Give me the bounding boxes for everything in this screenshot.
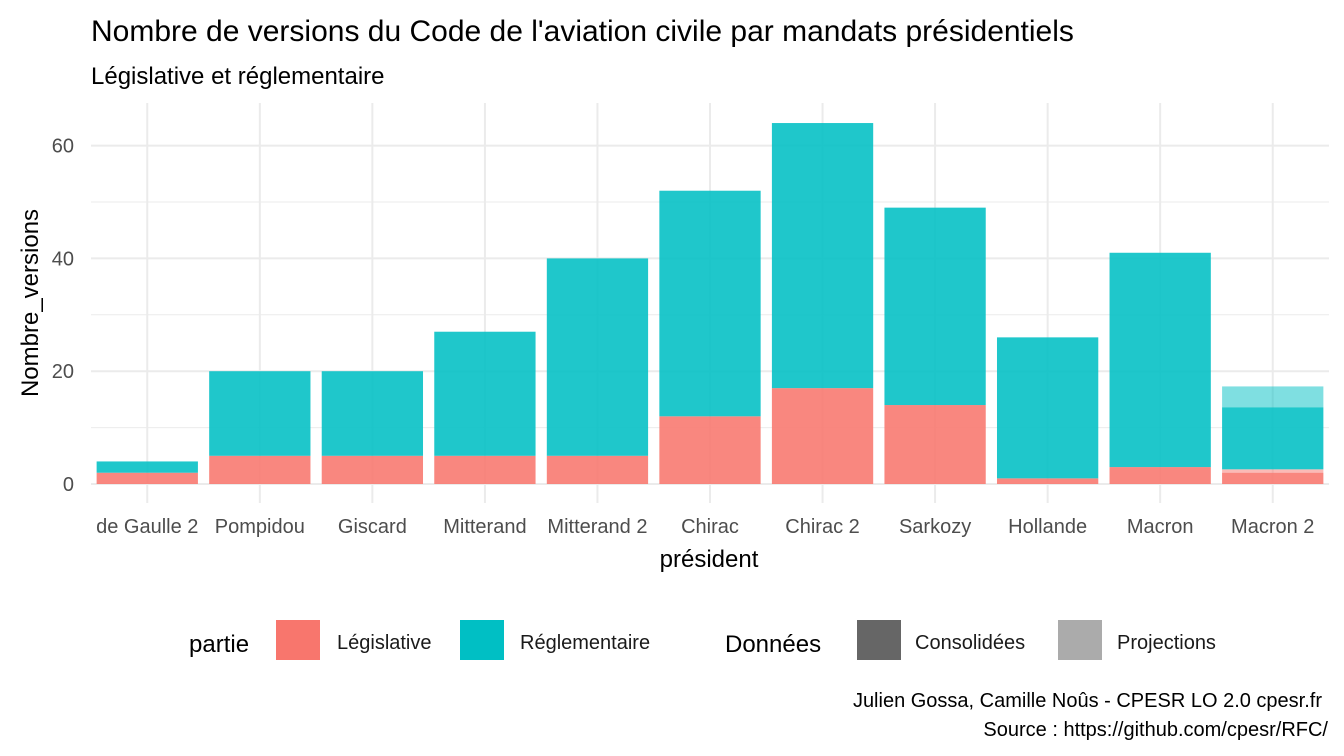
y-tick-label: 0 [63, 474, 74, 496]
caption-line-2: Source : https://github.com/cpesr/RFC/ [983, 719, 1328, 741]
x-tick-label: Pompidou [215, 516, 305, 538]
x-tick-label: Macron 2 [1231, 516, 1314, 538]
bar-reglementaire-consolidated [771, 123, 874, 389]
bar-reglementaire-consolidated [659, 190, 761, 417]
legend-title-partie: partie [189, 631, 249, 658]
legend: partie Législative Réglementaire Données… [189, 620, 1216, 660]
bar-reglementaire-projection [1222, 386, 1324, 408]
bar-legislative-consolidated [434, 455, 536, 484]
legend-label-projections: Projections [1117, 632, 1216, 654]
x-axis-ticks: de Gaulle 2 Pompidou Giscard Mitterand Mitte… [96, 516, 1314, 538]
x-tick-label: Chirac [681, 516, 739, 538]
bar-reglementaire-consolidated [884, 207, 986, 406]
legend-key-reglementaire [460, 620, 504, 660]
bar-legislative-projection [1222, 469, 1324, 473]
y-tick-label: 60 [52, 136, 74, 158]
x-tick-label: Mitterand [443, 516, 526, 538]
x-tick-label: Sarkozy [899, 516, 971, 538]
bar-reglementaire-consolidated [209, 371, 311, 456]
legend-label-reglementaire: Réglementaire [520, 632, 650, 654]
bar-legislative-consolidated [321, 455, 424, 484]
bar-reglementaire-consolidated [321, 371, 424, 456]
caption-line-1: Julien Gossa, Camille Noûs - CPESR LO 2.… [853, 690, 1322, 712]
bar-reglementaire-consolidated [996, 337, 1099, 479]
bar-legislative-consolidated [1222, 472, 1324, 484]
x-tick-label: Hollande [1008, 516, 1087, 538]
legend-title-donnees: Données [725, 631, 821, 658]
x-tick-label: Chirac 2 [785, 516, 859, 538]
bar-reglementaire-consolidated [96, 461, 198, 473]
x-axis-label: président [660, 546, 759, 573]
bar-reglementaire-consolidated [546, 258, 649, 456]
bar-reglementaire-consolidated [1222, 407, 1324, 470]
y-axis-label: Nombre_versions [17, 209, 44, 397]
y-axis-ticks: 0 20 40 60 [52, 136, 74, 496]
legend-label-legislative: Législative [337, 632, 432, 654]
x-tick-label: de Gaulle 2 [96, 516, 198, 538]
bar-legislative-consolidated [546, 455, 649, 484]
legend-label-consolidees: Consolidées [915, 632, 1025, 654]
x-tick-label: Macron [1127, 516, 1194, 538]
chart-title: Nombre de versions du Code de l'aviation… [91, 15, 1074, 48]
bar-legislative-consolidated [996, 478, 1099, 484]
x-tick-label: Mitterand 2 [547, 516, 647, 538]
bar-legislative-consolidated [209, 455, 311, 484]
legend-key-legislative [276, 620, 320, 660]
chart-subtitle: Législative et réglementaire [91, 63, 385, 90]
bar-legislative-consolidated [884, 405, 986, 484]
bar-legislative-consolidated [771, 388, 874, 484]
bar-reglementaire-consolidated [1109, 252, 1211, 468]
x-tick-label: Giscard [338, 516, 407, 538]
bar-reglementaire-consolidated [434, 331, 536, 456]
bar-legislative-consolidated [659, 416, 761, 484]
legend-key-consolidees [857, 620, 901, 660]
legend-key-projections [1058, 620, 1102, 660]
y-tick-label: 40 [52, 248, 74, 270]
bar-legislative-consolidated [1109, 467, 1211, 484]
bar-legislative-consolidated [96, 472, 198, 484]
bars [96, 123, 1324, 484]
y-tick-label: 20 [52, 361, 74, 383]
